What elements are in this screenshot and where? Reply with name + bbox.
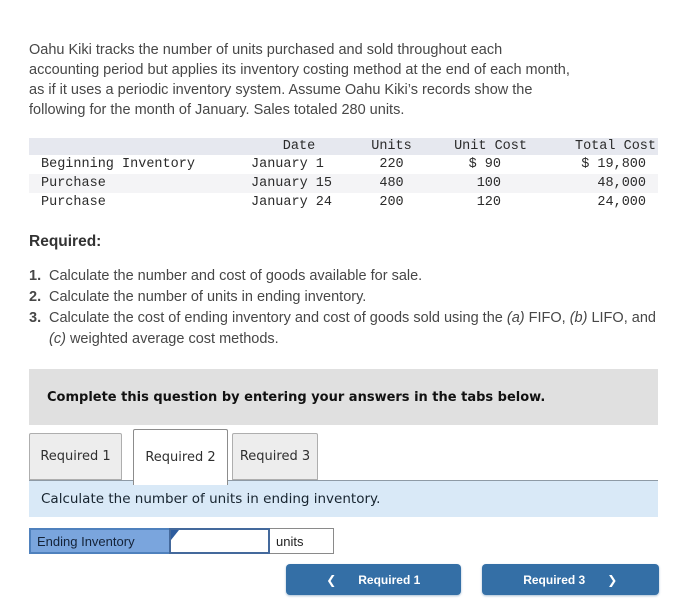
header-label	[29, 138, 239, 155]
tab-bar: Required 1 Required 2 Required 3	[29, 429, 659, 485]
task-instruction-text: Calculate the number of units in ending …	[41, 491, 381, 507]
row-label: Beginning Inventory	[41, 157, 195, 172]
list-item-number: 2.	[29, 289, 42, 305]
tab-required-1[interactable]: Required 1	[29, 433, 122, 480]
answer-flag-icon	[171, 530, 179, 540]
row-date: January 1	[251, 157, 324, 172]
intro-paragraph: Oahu Kiki tracks the number of units pur…	[29, 40, 659, 120]
prev-button-label: Required 1	[358, 572, 421, 587]
banner-text: Complete this question by entering your …	[47, 389, 546, 405]
row-units: 200	[379, 195, 404, 210]
ending-inventory-input[interactable]	[171, 530, 268, 552]
row-label: Purchase	[29, 174, 239, 193]
row-total-cost: 48,000	[529, 174, 658, 193]
next-required-button[interactable]: Required 3 ❯	[481, 564, 659, 595]
required-list: 1. Calculate the number and cost of good…	[29, 266, 659, 350]
list-item-text: Calculate the cost of ending inventory a…	[49, 310, 656, 347]
list-item-number: 1.	[29, 268, 42, 284]
row-units: 220	[379, 157, 404, 172]
tab-required-2[interactable]: Required 2	[133, 429, 228, 485]
complete-question-banner: Complete this question by entering your …	[29, 369, 658, 425]
row-unit-cost: 120	[476, 195, 501, 210]
header-date: Date	[239, 138, 359, 155]
row-unit-cost: 100	[424, 174, 529, 193]
list-item: 2. Calculate the number of units in endi…	[29, 287, 659, 308]
row-total-cost: 24,000	[597, 195, 646, 210]
row-date: January 15	[239, 174, 359, 193]
row-unit-cost: $ 90	[468, 157, 501, 172]
row-total-cost: $ 19,800	[581, 157, 646, 172]
table-row: Purchase January 24 200 120 24,000	[29, 193, 658, 212]
tab-navigation: ❮ Required 1 Required 3 ❯	[286, 564, 659, 595]
task-instruction-bar: Calculate the number of units in ending …	[29, 480, 658, 517]
content-area: Oahu Kiki tracks the number of units pur…	[29, 0, 659, 595]
list-item-text: Calculate the number of units in ending …	[49, 289, 367, 305]
inventory-table: Date Units Unit Cost Total Cost Beginnin…	[29, 138, 658, 212]
table-row: Purchase January 15 480 100 48,000	[29, 174, 658, 193]
header-units: Units	[359, 138, 424, 155]
header-unit-cost: Unit Cost	[424, 138, 529, 155]
list-item: 1. Calculate the number and cost of good…	[29, 266, 659, 287]
prev-required-button[interactable]: ❮ Required 1	[286, 564, 461, 595]
required-heading: Required:	[29, 233, 102, 250]
answer-row: Ending Inventory units	[29, 528, 334, 554]
table-row: Beginning Inventory January 1 220 $ 90 $…	[29, 155, 658, 174]
table-header-row: Date Units Unit Cost Total Cost	[29, 138, 658, 155]
chevron-left-icon: ❮	[326, 572, 337, 587]
row-label: Purchase	[41, 195, 106, 210]
row-units: 480	[359, 174, 424, 193]
header-total-cost: Total Cost	[529, 138, 658, 155]
intro-line: as if it uses a periodic inventory syste…	[29, 82, 533, 98]
chevron-right-icon: ❯	[607, 572, 618, 587]
list-item: 3. Calculate the cost of ending inventor…	[29, 308, 659, 350]
intro-line: following for the month of January. Sale…	[29, 102, 405, 118]
list-item-text: Calculate the number and cost of goods a…	[49, 268, 423, 284]
row-date: January 24	[251, 195, 333, 210]
next-button-label: Required 3	[523, 572, 586, 587]
answer-units-cell: units	[270, 528, 334, 554]
tab-required-3[interactable]: Required 3	[232, 433, 318, 480]
answer-input-cell	[169, 528, 270, 554]
intro-line: accounting period but applies its invent…	[29, 62, 570, 78]
intro-line: Oahu Kiki tracks the number of units pur…	[29, 42, 503, 58]
list-item-number: 3.	[29, 310, 42, 326]
answer-label-cell: Ending Inventory	[29, 528, 169, 554]
